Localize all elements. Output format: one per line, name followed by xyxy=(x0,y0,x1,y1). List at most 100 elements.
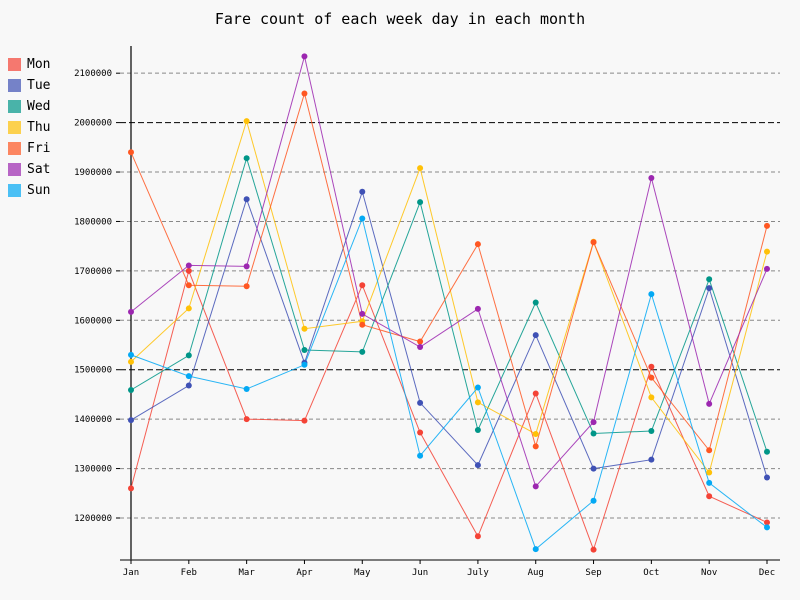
data-point-wed xyxy=(301,346,308,353)
legend-label: Mon xyxy=(27,57,51,72)
y-tick-label: 2000000 xyxy=(74,119,112,129)
y-tick-label: 1400000 xyxy=(74,415,112,425)
data-point-sun xyxy=(359,215,366,222)
data-point-mon xyxy=(128,485,134,492)
legend-label: Sun xyxy=(27,183,51,198)
legend-item-thu: Thu xyxy=(8,117,50,138)
data-point-sun xyxy=(301,361,308,368)
data-point-mon xyxy=(185,267,192,274)
legend-label: Tue xyxy=(27,78,51,93)
legend-label: Thu xyxy=(27,120,51,135)
data-point-sat xyxy=(764,265,770,272)
legend-swatch xyxy=(8,58,21,71)
legend-item-fri: Fri xyxy=(8,138,50,159)
series-line-tue xyxy=(130,190,768,478)
data-point-mon xyxy=(706,493,713,500)
series-line-sun xyxy=(130,216,768,550)
data-point-sat xyxy=(590,419,597,426)
data-point-wed xyxy=(359,348,366,355)
data-point-mon xyxy=(417,429,424,436)
data-point-sat xyxy=(417,343,424,350)
x-tick-label: Jan xyxy=(123,568,139,578)
series-line-wed xyxy=(130,156,768,452)
data-point-tue xyxy=(648,456,655,463)
data-point-fri xyxy=(301,90,308,97)
data-point-thu xyxy=(474,399,481,406)
legend-swatch xyxy=(8,121,21,134)
data-point-thu xyxy=(706,469,713,476)
data-point-fri xyxy=(417,338,424,345)
data-point-sat xyxy=(706,400,713,407)
data-point-mon xyxy=(590,546,597,553)
x-tick-label: Dec xyxy=(759,568,775,578)
legend-label: Sat xyxy=(27,162,51,177)
data-point-sat xyxy=(532,483,539,490)
y-tick-label: 1600000 xyxy=(74,316,112,326)
data-point-tue xyxy=(359,188,366,195)
data-point-fri xyxy=(532,443,539,450)
x-tick-label: Feb xyxy=(181,568,197,578)
legend-swatch xyxy=(8,163,21,176)
y-tick-label: 1300000 xyxy=(74,465,112,475)
data-point-wed xyxy=(185,352,192,359)
legend-item-tue: Tue xyxy=(8,75,50,96)
legend-item-sat: Sat xyxy=(8,159,50,180)
x-tick-label: Jun xyxy=(412,568,428,578)
data-point-wed xyxy=(243,155,250,162)
data-point-sat xyxy=(359,310,366,317)
data-point-wed xyxy=(532,299,539,306)
data-point-wed xyxy=(648,428,655,435)
data-point-tue xyxy=(417,399,424,406)
y-tick-label: 1900000 xyxy=(74,168,112,178)
data-point-wed xyxy=(590,430,597,437)
y-tick-label: 2100000 xyxy=(74,69,112,79)
data-point-fri xyxy=(474,241,481,248)
data-point-thu xyxy=(301,325,308,332)
data-point-tue xyxy=(706,285,713,292)
data-point-fri xyxy=(590,239,597,246)
legend-swatch xyxy=(8,142,21,155)
legend-item-sun: Sun xyxy=(8,180,50,201)
data-point-sun xyxy=(474,384,481,391)
data-point-mon xyxy=(648,363,655,370)
data-point-thu xyxy=(243,118,250,125)
data-point-sun xyxy=(185,373,192,380)
x-tick-label: Sep xyxy=(585,568,601,578)
data-point-sun xyxy=(648,291,655,298)
data-point-mon xyxy=(301,417,308,424)
data-point-tue xyxy=(243,196,250,203)
data-point-sun xyxy=(706,479,713,486)
data-point-mon xyxy=(359,282,366,289)
x-tick-label: Mar xyxy=(239,568,256,578)
data-point-fri xyxy=(128,149,134,156)
data-point-fri xyxy=(706,447,713,454)
data-point-wed xyxy=(417,199,424,206)
data-point-thu xyxy=(185,305,192,312)
data-point-fri xyxy=(764,222,770,229)
data-point-sat xyxy=(185,262,192,269)
data-point-fri xyxy=(359,321,366,328)
data-point-wed xyxy=(128,386,134,393)
y-tick-label: 1200000 xyxy=(74,514,112,524)
data-point-sat xyxy=(648,174,655,181)
y-tick-label: 1500000 xyxy=(74,366,112,376)
series-layer xyxy=(128,53,770,553)
data-point-sun xyxy=(128,351,134,358)
series-line-fri xyxy=(130,91,768,452)
data-point-thu xyxy=(417,165,424,172)
data-point-tue xyxy=(474,462,481,469)
data-point-sat xyxy=(301,53,308,60)
data-point-mon xyxy=(474,533,481,540)
data-point-tue xyxy=(128,417,134,424)
data-point-sat xyxy=(128,308,134,315)
data-point-sun xyxy=(590,497,597,504)
data-point-thu xyxy=(532,430,539,437)
y-tick-label: 1800000 xyxy=(74,217,112,227)
data-point-fri xyxy=(648,374,655,381)
data-point-wed xyxy=(706,276,713,283)
legend-label: Wed xyxy=(27,99,51,114)
legend-swatch xyxy=(8,79,21,92)
chart-title: Fare count of each week day in each mont… xyxy=(214,10,586,28)
data-point-thu xyxy=(128,358,134,365)
